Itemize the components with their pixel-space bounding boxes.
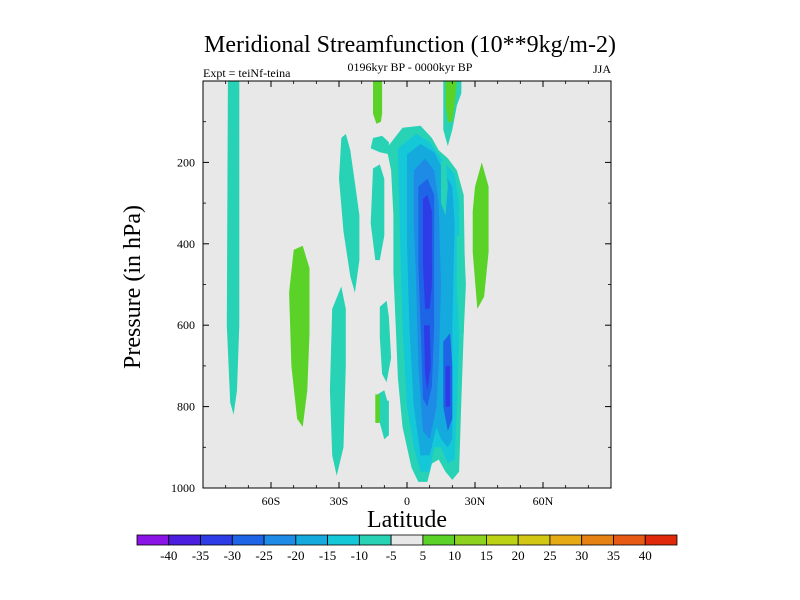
y-axis-label: Pressure (in hPa) [120, 205, 146, 369]
contour-cell-k [379, 400, 389, 409]
y-tick-label: 400 [177, 237, 195, 251]
x-axis-label: Latitude [367, 507, 447, 533]
colorbar: -40 -35 -30 -25 -20 -15 -10 -5 5 10 15 20 25 30 35 40 [136, 534, 678, 563]
colorbar-box [295, 534, 328, 546]
colorbar-label: 30 [575, 548, 588, 563]
contour-cell-r [424, 325, 431, 391]
y-tick-label: 200 [177, 155, 195, 169]
colorbar-label: 25 [543, 548, 556, 563]
colorbar-box [358, 534, 392, 546]
colorbar-label: -20 [287, 548, 304, 563]
season-label: JJA [593, 62, 611, 76]
colorbar-label: 40 [639, 548, 652, 563]
colorbar-label: -25 [255, 548, 272, 563]
colorbar-box [327, 534, 360, 546]
x-tick-label: 30N [465, 494, 486, 508]
colorbar-box [200, 534, 233, 546]
contour-cell-w [441, 158, 448, 216]
colorbar-box [454, 534, 487, 546]
colorbar-label: -15 [319, 548, 336, 563]
colorbar-box [517, 534, 551, 546]
colorbar-box [231, 534, 265, 546]
colorbar-label: 5 [420, 548, 427, 563]
x-tick-label: 60N [533, 494, 554, 508]
colorbar-box [549, 534, 583, 546]
colorbar-box [168, 534, 201, 546]
contour-cell-v [445, 81, 457, 122]
experiment-label: Expt = teiNf-teina [203, 66, 291, 80]
x-tick-label: 60S [262, 494, 281, 508]
y-tick-label: 1000 [171, 481, 195, 495]
colorbar-box [136, 534, 170, 546]
colorbar-label: -40 [160, 548, 177, 563]
colorbar-label: -35 [192, 548, 209, 563]
contour-cell-g [370, 164, 385, 261]
colorbar-label: 15 [480, 548, 493, 563]
colorbar-label: -10 [351, 548, 368, 563]
colorbar-label: -30 [224, 548, 241, 563]
colorbar-label: -5 [386, 548, 397, 563]
contour-cell-b [289, 245, 310, 427]
x-tick-label: 0 [404, 494, 410, 508]
colorbar-label: 35 [607, 548, 620, 563]
contour-cell-f [373, 81, 383, 124]
contour-cell-t [445, 365, 451, 407]
colorbar-box [486, 534, 519, 546]
contour-cell-x [472, 162, 489, 309]
x-axis: 60S 30S 0 30N 60N [225, 81, 589, 508]
y-tick-label: 800 [177, 400, 195, 414]
chart-subtitle: 0196kyr BP - 0000kyr BP [348, 60, 473, 74]
colorbar-box [422, 534, 456, 546]
contour-cell-e [370, 135, 389, 155]
y-tick-label: 600 [177, 318, 195, 332]
colorbar-label: 10 [448, 548, 461, 563]
colorbar-box [263, 534, 297, 546]
colorbar-box [581, 534, 614, 546]
contour-cell-h [379, 300, 392, 383]
contour-cell-q [422, 195, 432, 309]
contour-cell-d [339, 133, 360, 293]
y-axis: 200 400 600 800 1000 [171, 121, 611, 495]
x-tick-label: 30S [330, 494, 349, 508]
contour-cell-y [456, 235, 466, 334]
colorbar-box [613, 534, 646, 546]
colorbar-box [644, 534, 678, 546]
chart-title: Meridional Streamfunction (10**9kg/m-2) [204, 32, 616, 58]
contour-cell-a [226, 81, 240, 415]
contour-cell-j [375, 394, 380, 423]
colorbar-label: 20 [512, 548, 525, 563]
contour-regions [226, 81, 489, 482]
contour-cell-c [329, 286, 346, 476]
colorbar-box [390, 534, 424, 546]
